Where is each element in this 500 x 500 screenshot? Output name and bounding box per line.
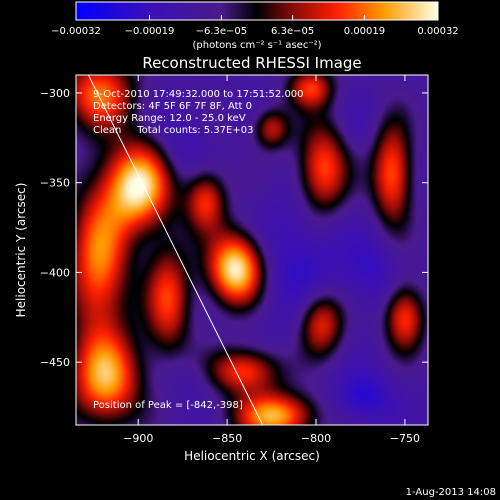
- x-axis-ticks: −900 −850 −800 −750: [123, 75, 420, 445]
- peak-position-label: Position of Peak = [-842,-398]: [93, 400, 243, 411]
- colorbar-ticks: −0.00032 −0.00019 −6.3e−05 6.3e−05 0.00019 0.…: [51, 15, 459, 37]
- y-tick-label: −400: [40, 266, 70, 279]
- annotation-detectors: Detectors: 4F 5F 6F 7F 8F, Att 0: [93, 101, 252, 112]
- heatmap-image: [76, 75, 428, 425]
- colorbar-unit-label: (photons cm⁻² s⁻¹ asec⁻²): [192, 40, 321, 51]
- colorbar-tick-label: 0.00032: [417, 26, 458, 37]
- solar-limb-line: [87, 75, 264, 425]
- annotation-time-range: 9-Oct-2010 17:49:32.000 to 17:51:52.000: [93, 89, 304, 100]
- date-stamp: 1-Aug-2013 14:08: [406, 487, 496, 498]
- plot-area: −900 −850 −800 −750 −300 −350 −400 −450: [40, 74, 429, 445]
- info-annotations: 9-Oct-2010 17:49:32.000 to 17:51:52.000 …: [93, 89, 304, 411]
- annotation-energy-range: Energy Range: 12.0 - 25.0 keV: [93, 113, 246, 124]
- chart-title: Reconstructed RHESSI Image: [142, 54, 361, 72]
- x-tick-label: −850: [212, 432, 242, 445]
- y-axis-label: Heliocentric Y (arcsec): [14, 183, 28, 318]
- colorbar-tick-label: −0.00032: [51, 26, 101, 37]
- x-tick-label: −800: [301, 432, 331, 445]
- colorbar-tick-label: −6.3e−05: [196, 26, 248, 37]
- annotation-clean-counts: Clean Total counts: 5.37E+03: [93, 125, 253, 136]
- colorbar-strip: [75, 1, 439, 21]
- colorbar-tick-label: 6.3e−05: [271, 26, 314, 37]
- x-tick-label: −750: [390, 432, 420, 445]
- x-axis-label: Heliocentric X (arcsec): [184, 449, 320, 463]
- y-tick-label: −300: [40, 87, 70, 100]
- y-tick-label: −350: [40, 177, 70, 190]
- colorbar-tick-label: 0.00019: [344, 26, 385, 37]
- colorbar-tick-label: −0.00019: [125, 26, 175, 37]
- colorbar: −0.00032 −0.00019 −6.3e−05 6.3e−05 0.00019 0.…: [51, 1, 459, 51]
- heatmap-image-container: [76, 75, 428, 425]
- y-axis-ticks: −300 −350 −400 −450: [40, 87, 428, 369]
- y-tick-label: −450: [40, 356, 70, 369]
- x-tick-label: −900: [123, 432, 153, 445]
- plot-frame: [75, 74, 429, 426]
